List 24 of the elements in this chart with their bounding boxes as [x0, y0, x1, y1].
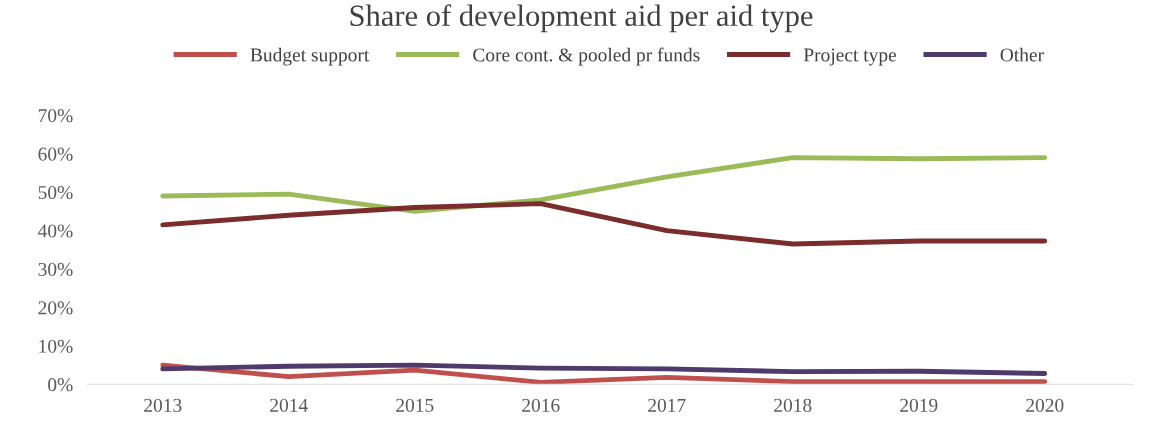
- y-tick-label: 40%: [38, 224, 73, 238]
- x-tick-label: 2017: [648, 398, 686, 412]
- y-tick-label: 0%: [48, 378, 73, 392]
- x-tick-label: 2020: [1026, 398, 1064, 412]
- legend-label: Budget support: [250, 47, 370, 66]
- x-tick-label: 2016: [522, 398, 560, 412]
- x-tick-label: 2015: [396, 398, 434, 412]
- x-tick-label: 2018: [774, 398, 812, 412]
- y-tick-label: 60%: [38, 147, 73, 161]
- chart-title: Share of development aid per aid type: [350, 4, 813, 33]
- y-tick-label: 30%: [38, 262, 73, 277]
- legend-label: Project type: [803, 48, 897, 66]
- x-tick-label: 2013: [144, 398, 182, 412]
- y-tick-label: 70%: [38, 109, 73, 123]
- y-tick-label: 10%: [39, 339, 73, 353]
- legend-label: Other: [1000, 47, 1044, 62]
- line-series: [160, 362, 1048, 376]
- x-tick-label: 2014: [270, 398, 308, 412]
- x-tick-label: 2019: [900, 398, 938, 412]
- y-tick-label: 50%: [38, 185, 73, 200]
- legend-label: Core cont. & pooled pr funds: [473, 47, 700, 66]
- line-series: [160, 201, 1048, 247]
- line-series: [160, 362, 1048, 385]
- y-tick-label: 20%: [38, 301, 73, 315]
